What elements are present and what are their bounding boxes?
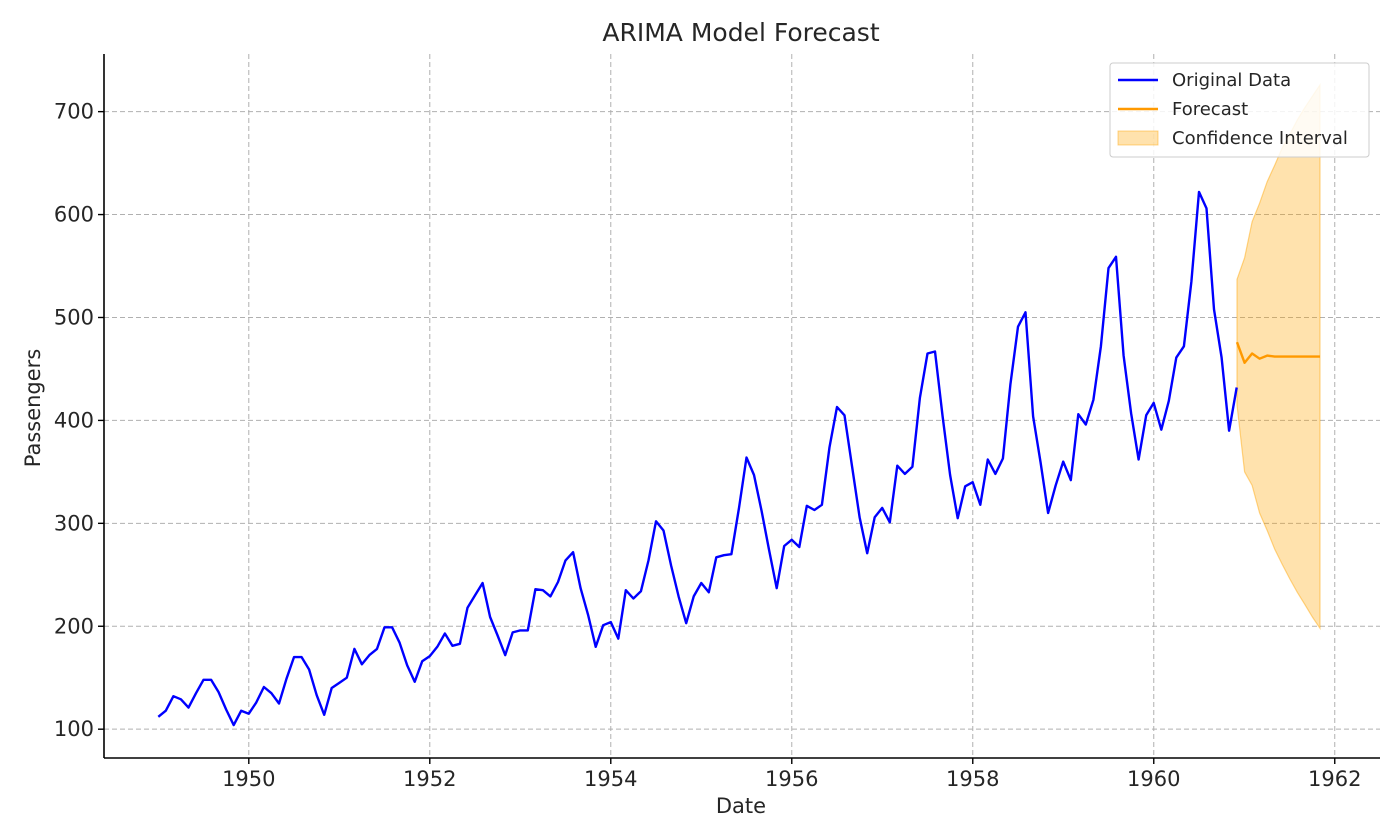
chart-title: ARIMA Model Forecast: [602, 18, 879, 47]
y-tick-label: 600: [54, 203, 94, 227]
y-tick-label: 200: [54, 614, 94, 638]
legend-label-forecast: Forecast: [1172, 99, 1248, 120]
series-layer: [157, 190, 1320, 727]
series-line-forecast: [1235, 341, 1320, 364]
x-tick-label: 1960: [1127, 767, 1180, 791]
legend-label-confidence-interval: Confidence Interval: [1172, 128, 1348, 149]
x-tick-label: 1952: [403, 767, 456, 791]
y-tick-label: 400: [54, 408, 94, 432]
grid: [104, 54, 1380, 758]
x-tick-label: 1954: [584, 767, 637, 791]
x-axis-label: Date: [716, 794, 766, 818]
y-tick-label: 500: [54, 305, 94, 329]
y-tick-label: 300: [54, 511, 94, 535]
x-tick-label: 1958: [946, 767, 999, 791]
y-axis-label: Passengers: [21, 349, 45, 468]
legend: Original Data Forecast Confidence Interval: [1109, 62, 1370, 158]
x-tick-label: 1956: [765, 767, 818, 791]
legend-label-original-data: Original Data: [1172, 70, 1291, 91]
legend-box: [1109, 62, 1370, 158]
legend-swatch-confidence-interval: [1117, 130, 1159, 146]
x-tick-label: 1962: [1308, 767, 1361, 791]
series-line-original-data: [157, 190, 1238, 727]
y-tick-label: 100: [54, 717, 94, 741]
axes: [98, 54, 1380, 764]
tick-labels: 1950 1952 1954 1956 1958 1960 1962 100 200 300 400…: [54, 100, 1362, 791]
x-tick-label: 1950: [222, 767, 275, 791]
y-tick-label: 700: [54, 100, 94, 124]
